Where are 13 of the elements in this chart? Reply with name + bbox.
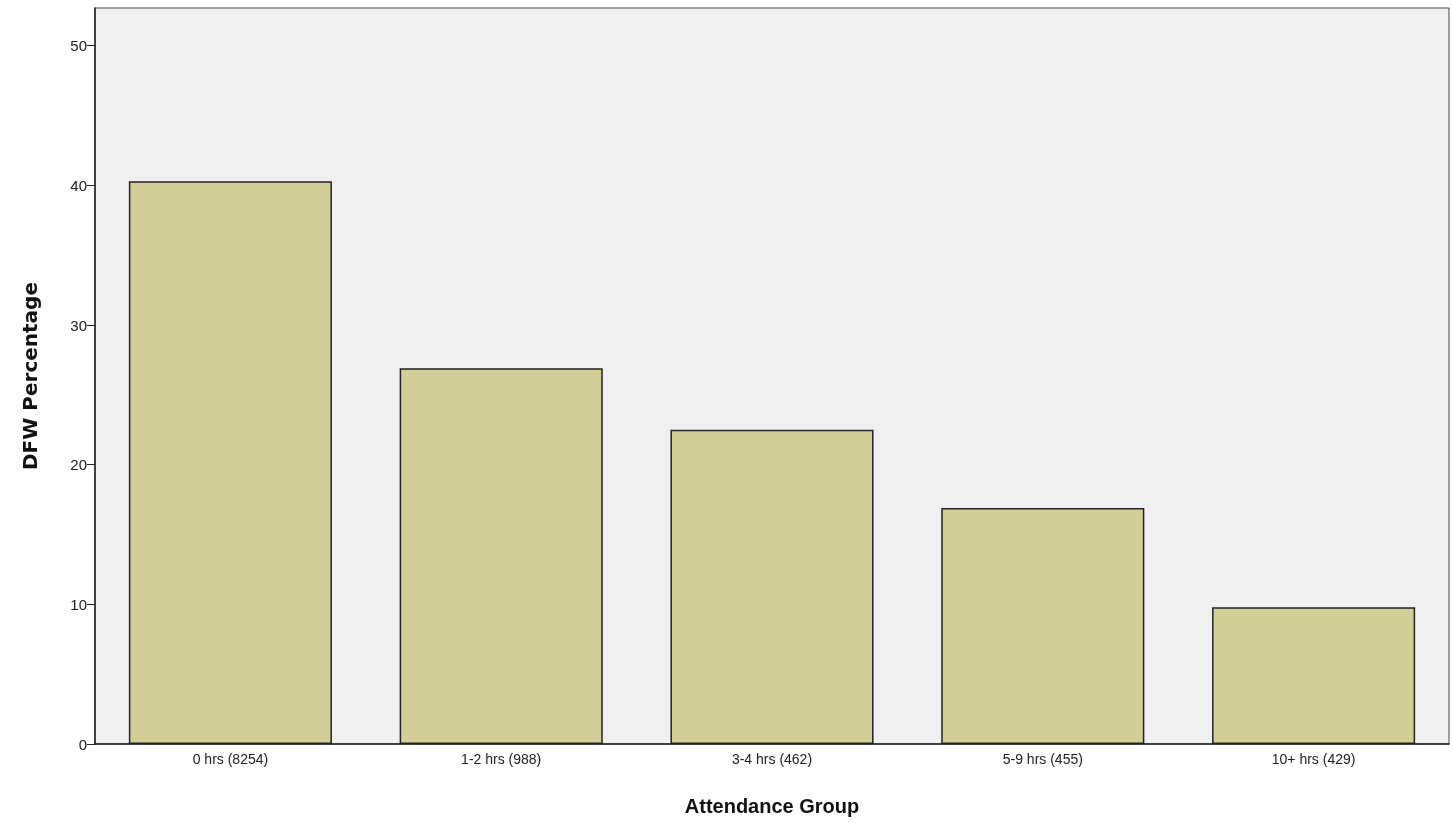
y-tick-label: 50 <box>70 37 87 55</box>
x-tick-label: 1-2 hrs (988) <box>461 751 542 767</box>
y-tick-label: 10 <box>70 595 87 613</box>
y-tick-label: 0 <box>78 735 87 753</box>
x-tick-label: 10+ hrs (429) <box>1271 751 1356 767</box>
x-tick-label: 0 hrs (8254) <box>192 751 269 767</box>
x-tick-label: 3-4 hrs (462) <box>731 751 813 767</box>
y-axis-title: DFW Percentage <box>18 282 42 470</box>
x-axis-title: Attendance Group <box>684 795 860 817</box>
y-tick-label: 30 <box>70 316 87 334</box>
y-tick-label: 20 <box>70 456 87 474</box>
x-tick-label: 5-9 hrs (455) <box>1002 751 1083 767</box>
y-tick-label: 40 <box>70 176 87 194</box>
